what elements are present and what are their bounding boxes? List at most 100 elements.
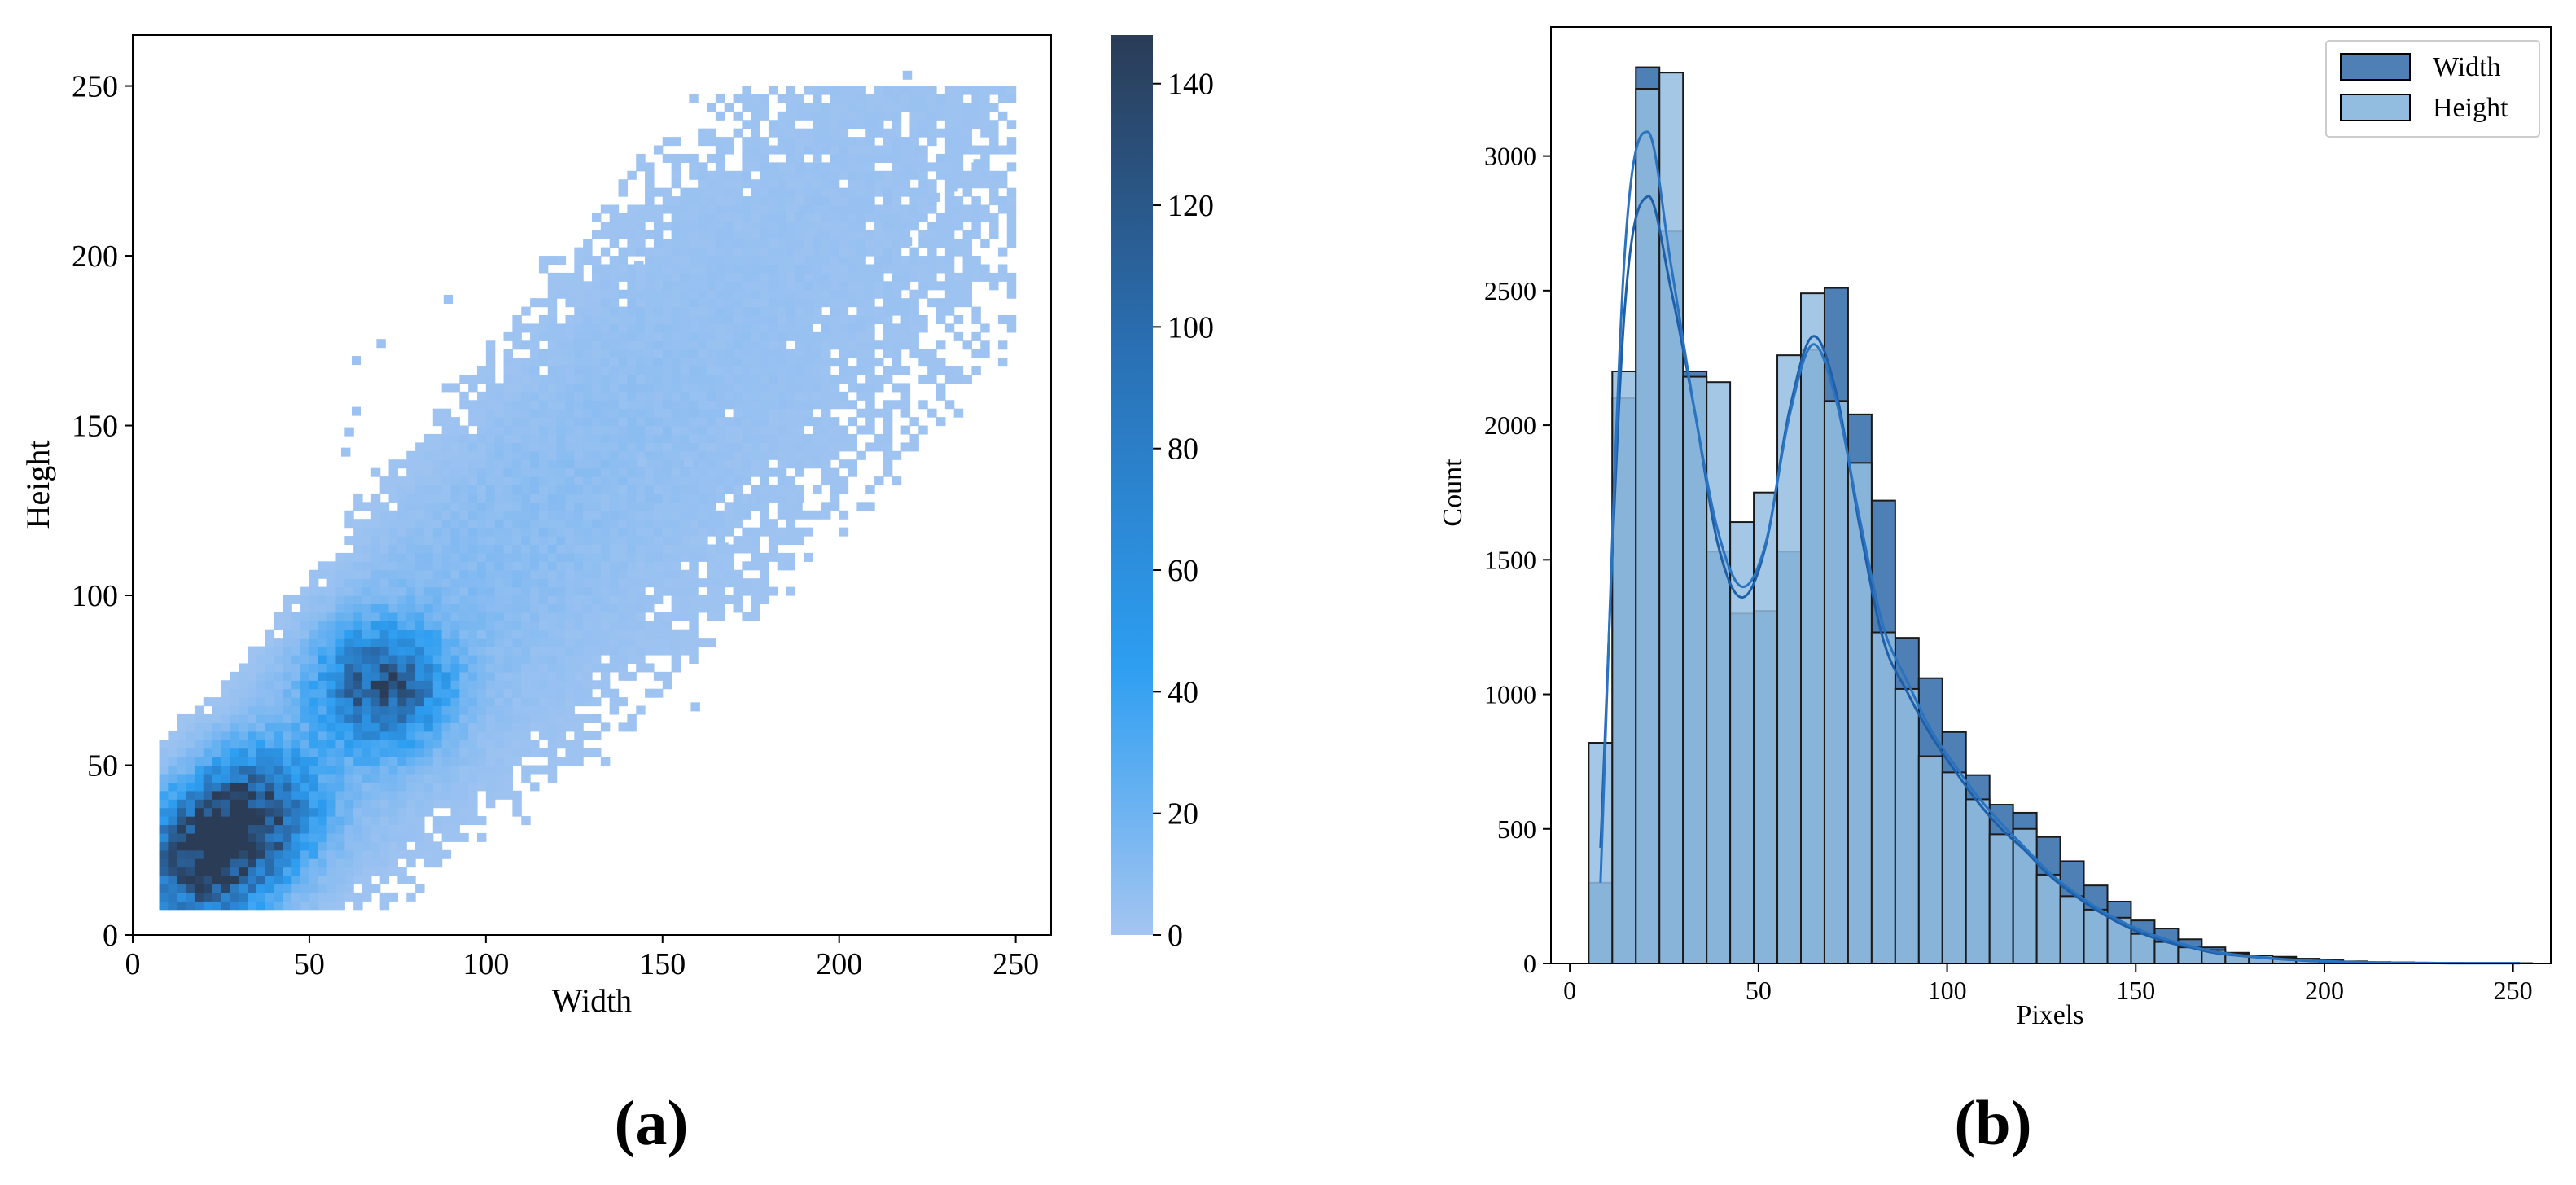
- heatmap-cell: [760, 467, 769, 477]
- heatmap-cell: [326, 578, 337, 588]
- heatmap-cell: [742, 493, 751, 503]
- heatmap-cell: [653, 315, 664, 325]
- heatmap-cell: [874, 179, 884, 189]
- heatmap-cell: [653, 612, 664, 621]
- heatmap-cell: [230, 705, 239, 715]
- histogram-bars: [1588, 66, 2533, 965]
- heatmap-cell: [997, 247, 1008, 257]
- heatmap-cell: [388, 680, 398, 690]
- heatmap-cell: [521, 748, 531, 757]
- heatmap-cell: [194, 722, 204, 732]
- heatmap-cell: [530, 433, 540, 443]
- heatmap-cell: [786, 306, 796, 316]
- heatmap-cell: [423, 841, 434, 851]
- heatmap-cell: [795, 450, 804, 460]
- heatmap-cell: [503, 757, 513, 766]
- heatmap-cell: [265, 858, 275, 868]
- heatmap-cell: [777, 315, 787, 325]
- heatmap-cell: [538, 671, 549, 681]
- heatmap-cell: [936, 162, 946, 172]
- heatmap-cell: [353, 519, 363, 529]
- heatmap-cell: [733, 425, 743, 435]
- heatmap-cell: [547, 331, 558, 341]
- heatmap-cell: [707, 510, 716, 520]
- heatmap-cell: [468, 705, 478, 715]
- heatmap-cell: [521, 383, 531, 393]
- heatmap-cell: [203, 876, 213, 885]
- heatmap-cell: [715, 595, 725, 605]
- heatmap-cell: [768, 586, 778, 596]
- heatmap-cell: [627, 323, 637, 333]
- heatmap-cell: [795, 298, 804, 308]
- heatmap-cell: [362, 884, 372, 893]
- heatmap-cell: [698, 603, 708, 613]
- heatmap-cell: [388, 510, 398, 520]
- heatmap-cell: [485, 569, 496, 579]
- heatmap-cell: [556, 374, 567, 384]
- heatmap-cell: [485, 621, 496, 630]
- heatmap-cell: [733, 323, 743, 333]
- heatmap-cell: [168, 892, 177, 902]
- heatmap-cell: [397, 680, 407, 690]
- heatmap-cell: [953, 408, 964, 418]
- heatmap-cell: [512, 366, 522, 375]
- heatmap-cell: [636, 519, 646, 529]
- heatmap-cell: [450, 824, 460, 834]
- heatmap-cell: [248, 782, 257, 792]
- heatmap-cell: [415, 621, 425, 630]
- heatmap-cell: [335, 816, 345, 826]
- heatmap-cell: [168, 816, 177, 826]
- heatmap-cell: [760, 586, 769, 596]
- heatmap-cell: [680, 502, 690, 511]
- heatmap-cell: [795, 306, 804, 316]
- heatmap-cell: [477, 408, 487, 418]
- heatmap-cell: [432, 467, 443, 477]
- heatmap-cell: [600, 519, 611, 529]
- heatmap-cell: [742, 527, 751, 537]
- heatmap-cell: [689, 153, 699, 163]
- heatmap-cell: [318, 713, 328, 723]
- heatmap-cell: [927, 120, 937, 129]
- heatmap-cell: [177, 901, 186, 911]
- heatmap-cell: [503, 790, 513, 800]
- heatmap-cell: [415, 544, 425, 554]
- heatmap-cell: [335, 841, 345, 851]
- heatmap-cell: [821, 264, 831, 274]
- heatmap-cell: [309, 773, 319, 783]
- heatmap-cell: [971, 264, 981, 274]
- heatmap-cell: [848, 153, 857, 163]
- heatmap-cell: [618, 187, 628, 197]
- heatmap-cell: [997, 315, 1008, 325]
- heatmap-cell: [423, 807, 434, 817]
- heatmap-cell: [900, 331, 911, 341]
- heatmap-cell: [883, 374, 893, 384]
- heatmap-cell: [671, 272, 681, 282]
- heatmap-cell: [618, 417, 628, 427]
- heatmap-cell: [760, 256, 769, 266]
- heatmap-cell: [786, 433, 796, 443]
- heatmap-cell: [370, 688, 381, 698]
- heatmap-cell: [538, 433, 549, 443]
- heatmap-cell: [689, 315, 699, 325]
- heatmap-cell: [406, 510, 416, 520]
- heatmap-cell: [168, 790, 177, 800]
- heatmap-cell: [707, 256, 716, 266]
- heatmap-cell: [353, 586, 363, 596]
- heatmap-cell: [547, 442, 558, 452]
- heatmap-cell: [662, 433, 672, 443]
- heatmap-cell: [265, 688, 275, 698]
- heatmap-cell: [600, 671, 611, 681]
- heatmap-cell: [980, 272, 990, 282]
- heatmap-cell: [283, 782, 292, 792]
- heatmap-cell: [186, 849, 195, 859]
- heatmap-cell: [707, 289, 716, 299]
- y-axis-label-b: Count: [1438, 459, 1468, 527]
- heatmap-cell: [927, 358, 937, 367]
- heatmap-cell: [821, 239, 831, 248]
- heatmap-cell: [547, 688, 558, 698]
- heatmap-cell: [813, 145, 822, 155]
- heatmap-cell: [583, 417, 593, 427]
- heatmap-cell: [291, 722, 301, 732]
- heatmap-cell: [742, 366, 751, 375]
- heatmap-cell: [485, 536, 496, 546]
